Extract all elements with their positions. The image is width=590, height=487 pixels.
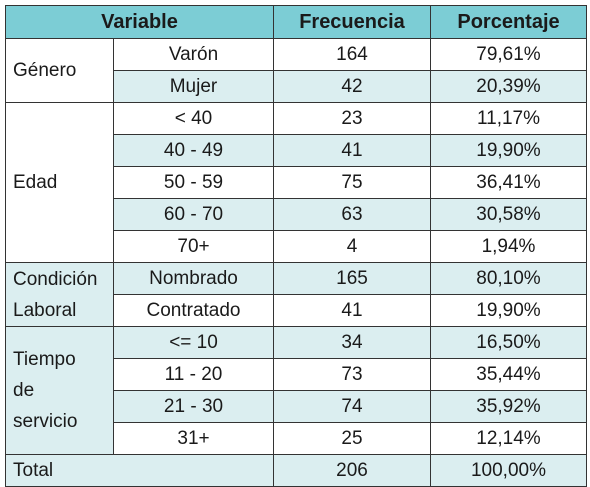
- category-cell: 40 - 49: [113, 134, 274, 167]
- category-cell: 11 - 20: [113, 358, 274, 391]
- percentage-cell: 35,44%: [430, 358, 587, 391]
- data-table: Variable Frecuencia Porcentaje Género Va…: [5, 5, 587, 487]
- table-row: 70+ 4 1,94%: [6, 230, 587, 263]
- frequency-cell: 73: [273, 358, 431, 391]
- frequency-cell: 165: [273, 262, 431, 295]
- table-row: 21 - 30 74 35,92%: [6, 390, 587, 423]
- table-row: 50 - 59 75 36,41%: [6, 166, 587, 199]
- category-cell: Varón: [113, 38, 274, 71]
- category-cell: 31+: [113, 422, 274, 455]
- group-label-line: de: [13, 380, 35, 401]
- percentage-cell: 11,17%: [430, 102, 587, 135]
- group-edad: Edad: [5, 102, 114, 263]
- percentage-cell: 19,90%: [430, 294, 587, 327]
- group-label-line: Laboral: [13, 299, 77, 321]
- table-row: Género Varón 164 79,61%: [5, 38, 587, 103]
- frequency-cell: 42: [273, 70, 431, 103]
- frequency-cell: 4: [273, 230, 431, 263]
- group-genero: Género: [5, 38, 114, 103]
- table-row: 11 - 20 73 35,44%: [6, 358, 587, 391]
- table-row: Condición Laboral Nombrado 165 80,10%: [5, 262, 587, 327]
- frequency-cell: 75: [273, 166, 431, 199]
- frequency-cell: 34: [273, 326, 431, 359]
- frequency-cell: 41: [273, 294, 431, 327]
- group-condicion-laboral: Condición Laboral: [5, 262, 114, 327]
- total-frequency: 206: [273, 454, 431, 487]
- category-cell: Mujer: [113, 70, 274, 103]
- total-label: Total: [5, 454, 274, 487]
- table-row: 60 - 70 63 30,58%: [6, 198, 587, 231]
- table-row: Tiempo de servicio <= 10 34 16,50%: [5, 326, 587, 455]
- table-row: Contratado 41 19,90%: [6, 294, 587, 327]
- percentage-cell: 16,50%: [430, 326, 587, 359]
- group-label-line: Condición: [13, 268, 98, 290]
- frequency-cell: 63: [273, 198, 431, 231]
- frequency-cell: 164: [273, 38, 431, 71]
- header-porcentaje: Porcentaje: [430, 5, 587, 39]
- group-tiempo-servicio: Tiempo de servicio: [5, 326, 114, 455]
- table-row: Mujer 42 20,39%: [6, 70, 587, 103]
- table-row: 40 - 49 41 19,90%: [6, 134, 587, 167]
- category-cell: Contratado: [113, 294, 274, 327]
- percentage-cell: 30,58%: [430, 198, 587, 231]
- category-cell: <= 10: [113, 326, 274, 359]
- group-label-line: Tiempo: [13, 349, 76, 370]
- percentage-cell: 20,39%: [430, 70, 587, 103]
- frequency-cell: 74: [273, 390, 431, 423]
- category-cell: 60 - 70: [113, 198, 274, 231]
- table-row: Edad < 40 23 11,17%: [5, 102, 587, 263]
- category-cell: 21 - 30: [113, 390, 274, 423]
- percentage-cell: 19,90%: [430, 134, 587, 167]
- header-variable: Variable: [5, 5, 274, 39]
- table-row: 31+ 25 12,14%: [6, 422, 587, 455]
- header-frecuencia: Frecuencia: [273, 5, 431, 39]
- percentage-cell: 79,61%: [430, 38, 587, 71]
- category-cell: 70+: [113, 230, 274, 263]
- percentage-cell: 80,10%: [430, 262, 587, 295]
- percentage-cell: 12,14%: [430, 422, 587, 455]
- category-cell: 50 - 59: [113, 166, 274, 199]
- frequency-cell: 23: [273, 102, 431, 135]
- group-label-line: servicio: [13, 411, 78, 432]
- category-cell: < 40: [113, 102, 274, 135]
- category-cell: Nombrado: [113, 262, 274, 295]
- frequency-cell: 41: [273, 134, 431, 167]
- percentage-cell: 36,41%: [430, 166, 587, 199]
- percentage-cell: 35,92%: [430, 390, 587, 423]
- header-row: Variable Frecuencia Porcentaje: [5, 5, 587, 39]
- percentage-cell: 1,94%: [430, 230, 587, 263]
- total-row: Total 206 100,00%: [5, 454, 587, 487]
- total-percentage: 100,00%: [430, 454, 587, 487]
- frequency-cell: 25: [273, 422, 431, 455]
